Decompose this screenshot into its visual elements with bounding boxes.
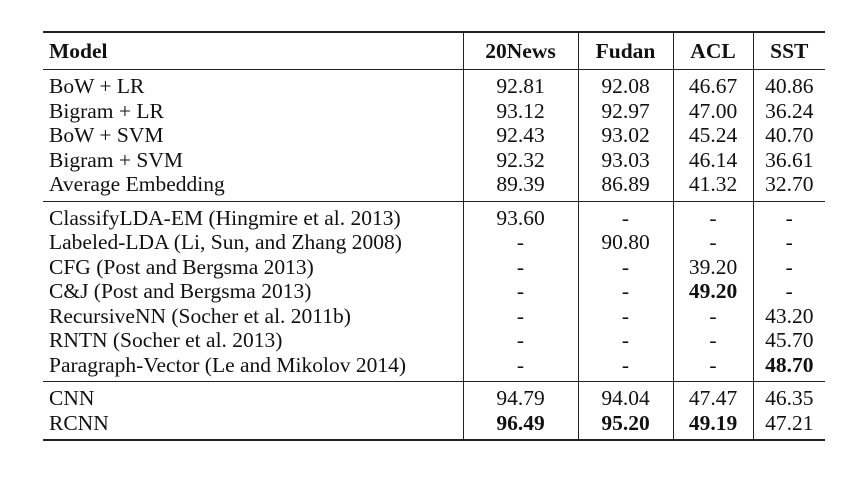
- score-cell-20news: -: [463, 254, 579, 279]
- score-cell-acl: -: [673, 230, 754, 255]
- score-cell-20news: 89.39: [463, 172, 579, 201]
- header-acl: ACL: [673, 31, 754, 70]
- score-cell-fudan: 90.80: [578, 230, 674, 255]
- model-name-cell: Bigram + LR: [43, 98, 464, 123]
- score-cell-20news: 92.81: [463, 69, 579, 99]
- table-row: Bigram + LR 93.12 92.97 47.00 36.24: [43, 98, 825, 123]
- model-name-cell: BoW + LR: [43, 69, 464, 99]
- score-cell-fudan: -: [578, 328, 674, 353]
- model-name-cell: Labeled-LDA (Li, Sun, and Zhang 2008): [43, 230, 464, 255]
- score-cell-fudan: -: [578, 200, 674, 230]
- table-row: RecursiveNN (Socher et al. 2011b) - - -43.2…: [43, 303, 825, 328]
- model-name-cell: RCNN: [43, 410, 464, 441]
- table-row: CNN 94.79 94.04 47.47 46.35: [43, 381, 825, 411]
- score-cell-sst: -: [785, 254, 793, 279]
- table-row: C&J (Post and Bergsma 2013) - -49.20-: [43, 279, 825, 304]
- score-cell-fudan: -: [578, 303, 674, 328]
- model-name-cell: Bigram + SVM: [43, 147, 464, 172]
- header-20news: 20News: [463, 31, 579, 70]
- score-cell-sst: -: [785, 279, 793, 303]
- score-cell-fudan: -: [578, 279, 674, 304]
- score-cell-20news: -: [463, 328, 579, 353]
- score-cell-fudan: -: [578, 352, 674, 382]
- score-cell-fudan: 92.97: [578, 98, 674, 123]
- score-cell-acl: 49.20: [673, 279, 754, 304]
- score-cell-fudan: 92.08: [578, 69, 674, 99]
- score-cell-20news: 92.32: [463, 147, 579, 172]
- score-cell-fudan: 93.02: [578, 123, 674, 148]
- score-cell-fudan: 93.03: [578, 147, 674, 172]
- score-cell-sst: 32.70: [765, 172, 814, 196]
- table-header: Model 20News Fudan ACL SST: [43, 31, 825, 70]
- table-row: CFG (Post and Bergsma 2013) - -39.20-: [43, 254, 825, 279]
- table-row: RNTN (Socher et al. 2013) - - -45.70: [43, 328, 825, 353]
- model-name-cell: RNTN (Socher et al. 2013): [43, 328, 464, 353]
- model-name-cell: Paragraph-Vector (Le and Mikolov 2014): [43, 352, 464, 382]
- score-cell-acl: -: [673, 352, 754, 382]
- score-cell-20news: -: [463, 352, 579, 382]
- score-cell-acl: -: [673, 303, 754, 328]
- table-row: Labeled-LDA (Li, Sun, and Zhang 2008) -90…: [43, 230, 825, 255]
- score-cell-acl: 39.20: [673, 254, 754, 279]
- score-cell-sst: -: [753, 200, 825, 230]
- score-cell-sst: 40.86: [765, 74, 814, 98]
- score-cell-sst: 40.70: [765, 123, 814, 147]
- score-cell-20news: 96.49: [463, 410, 579, 441]
- score-cell-acl: 46.14: [673, 147, 754, 172]
- score-cell-20news: -: [463, 303, 579, 328]
- score-cell-sst: 46.35: [753, 381, 825, 411]
- score-cell-sst: 36.24: [765, 98, 814, 123]
- model-name-cell: Average Embedding: [43, 172, 464, 201]
- score-cell-sst: -: [785, 230, 793, 254]
- score-cell-acl: 49.19: [673, 410, 754, 441]
- table-row: Paragraph-Vector (Le and Mikolov 2014) - -…: [43, 352, 825, 382]
- model-name-cell: CNN: [43, 381, 464, 411]
- results-table: Model 20News Fudan ACL SST BoW + LR 92.81…: [43, 31, 825, 441]
- score-cell-acl: 46.67: [673, 69, 754, 99]
- header-sst: SST: [753, 31, 825, 70]
- table-row: RCNN 96.49 95.20 49.19 47.21: [43, 410, 825, 441]
- score-cell-sst: 48.70: [765, 352, 814, 377]
- prior-work-group: ClassifyLDA-EM (Hingmire et al. 2013) 93.…: [43, 200, 825, 382]
- score-cell-sst: 45.70: [765, 328, 814, 352]
- model-name-cell: ClassifyLDA-EM (Hingmire et al. 2013): [43, 200, 464, 230]
- header-model: Model: [43, 31, 464, 70]
- baseline-group: BoW + LR 92.81 92.08 46.67 40.86 Bigram + LR 9…: [43, 69, 825, 201]
- score-cell-acl: -: [673, 328, 754, 353]
- table-row: BoW + SVM 92.43 93.02 45.24 40.70: [43, 123, 825, 148]
- model-name-cell: RecursiveNN (Socher et al. 2011b): [43, 303, 464, 328]
- score-cell-fudan: 86.89: [578, 172, 674, 201]
- neural-group: CNN 94.79 94.04 47.47 46.35 RCNN 96.49 95.20 49.…: [43, 381, 825, 441]
- score-cell-acl: 41.32: [673, 172, 754, 201]
- score-cell-20news: 93.12: [463, 98, 579, 123]
- table-row: Bigram + SVM 92.32 93.03 46.14 36.61: [43, 147, 825, 172]
- score-cell-acl: 47.00: [673, 98, 754, 123]
- score-cell-acl: 45.24: [673, 123, 754, 148]
- table-row: Average Embedding 89.39 86.89 41.32 32.70: [43, 172, 825, 201]
- score-cell-20news: -: [463, 230, 579, 255]
- header-fudan: Fudan: [578, 31, 674, 70]
- score-cell-acl: 47.47: [673, 381, 754, 411]
- model-name-cell: C&J (Post and Bergsma 2013): [43, 279, 464, 304]
- score-cell-acl: -: [673, 200, 754, 230]
- header-row: Model 20News Fudan ACL SST: [43, 31, 825, 70]
- score-cell-sst: 36.61: [765, 147, 814, 172]
- score-cell-sst: 47.21: [753, 410, 825, 441]
- score-cell-20news: 92.43: [463, 123, 579, 148]
- score-cell-20news: 94.79: [463, 381, 579, 411]
- score-cell-fudan: -: [578, 254, 674, 279]
- score-cell-20news: -: [463, 279, 579, 304]
- score-cell-fudan: 94.04: [578, 381, 674, 411]
- score-cell-sst: 43.20: [765, 303, 814, 328]
- results-table-container: Model 20News Fudan ACL SST BoW + LR 92.81…: [43, 31, 825, 441]
- table-row: BoW + LR 92.81 92.08 46.67 40.86: [43, 69, 825, 99]
- table-row: ClassifyLDA-EM (Hingmire et al. 2013) 93.…: [43, 200, 825, 230]
- score-cell-fudan: 95.20: [578, 410, 674, 441]
- model-name-cell: BoW + SVM: [43, 123, 464, 148]
- model-name-cell: CFG (Post and Bergsma 2013): [43, 254, 464, 279]
- score-cell-20news: 93.60: [463, 200, 579, 230]
